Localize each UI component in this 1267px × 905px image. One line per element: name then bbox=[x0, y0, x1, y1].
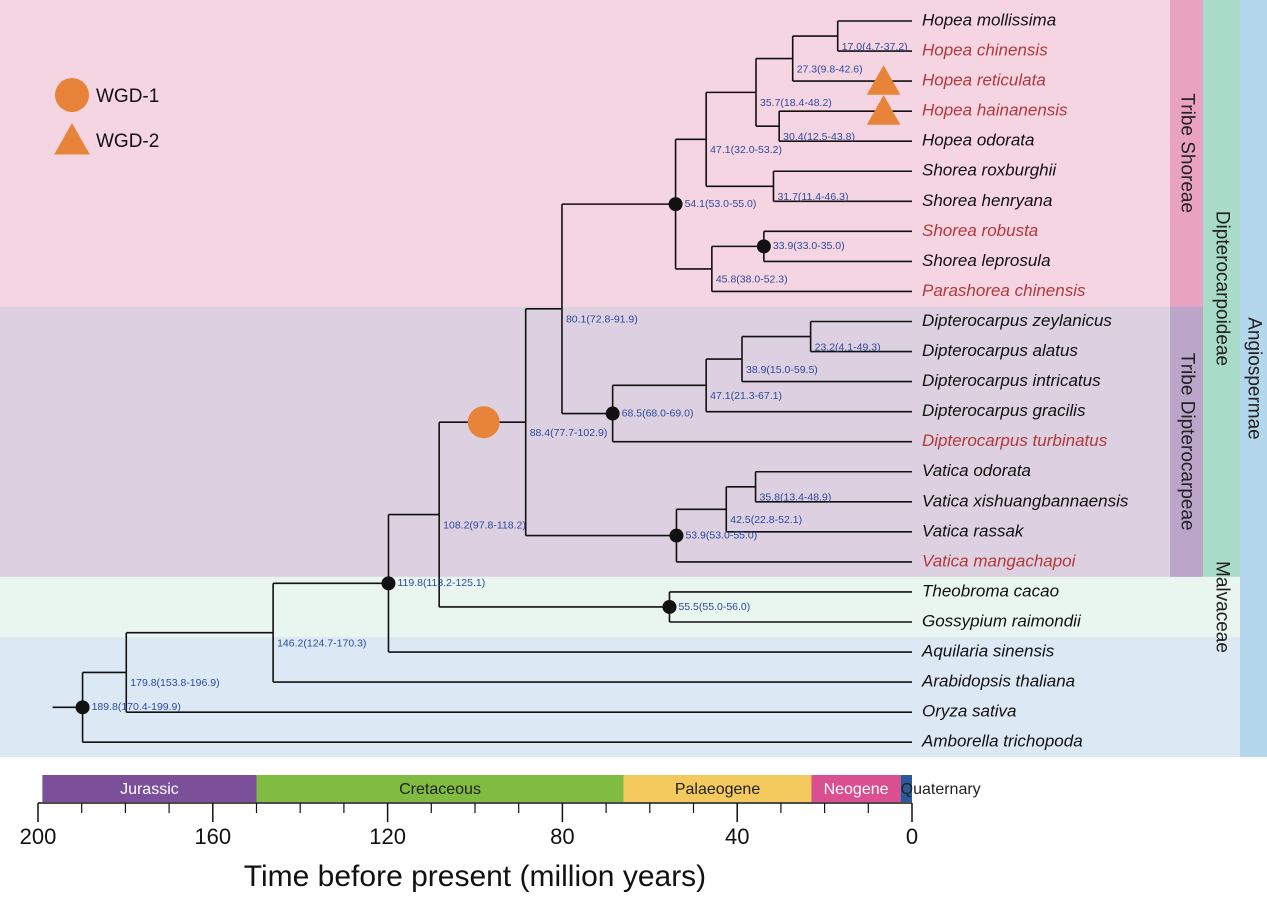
calibration-dot bbox=[75, 700, 90, 715]
node-label: 27.3(9.8-42.6) bbox=[797, 63, 863, 75]
band-tab bbox=[1240, 0, 1267, 757]
calibration-dot bbox=[668, 197, 683, 212]
node-label: 33.9(33.0-35.0) bbox=[773, 240, 845, 252]
tick-label: 0 bbox=[906, 824, 918, 849]
legend-marker bbox=[55, 78, 89, 112]
band-label: Malvaceae bbox=[1211, 561, 1232, 653]
node-label: 53.9(53.0-55.0) bbox=[685, 529, 757, 541]
taxon-label: Gossypium raimondii bbox=[922, 611, 1082, 630]
band bbox=[0, 306, 1170, 577]
node-label: 47.1(32.0-53.2) bbox=[710, 144, 782, 156]
node-label: 45.8(38.0-52.3) bbox=[716, 274, 788, 286]
band-tab bbox=[1203, 576, 1240, 637]
taxon-label: Shorea roxburghii bbox=[922, 161, 1057, 180]
band bbox=[0, 637, 1240, 757]
period bbox=[811, 775, 901, 802]
taxon-label: Parashorea chinensis bbox=[922, 281, 1086, 300]
taxon-label: Dipterocarpus alatus bbox=[922, 341, 1078, 360]
taxon-label: Hopea mollissima bbox=[922, 10, 1056, 29]
node-label: 119.8(113.2-125.1) bbox=[397, 577, 485, 589]
taxon-label: Vatica rassak bbox=[922, 521, 1025, 540]
node-label: 55.5(55.0-56.0) bbox=[678, 601, 750, 613]
taxon-label: Shorea robusta bbox=[922, 221, 1038, 240]
calibration-dot bbox=[756, 239, 771, 254]
node-label: 30.4(12.5-43.8) bbox=[783, 131, 855, 143]
taxon-label: Vatica xishuangbannaensis bbox=[922, 491, 1129, 510]
node-label: 35.8(13.4-48.9) bbox=[760, 492, 832, 504]
period-label: Neogene bbox=[824, 781, 889, 798]
node-label: 42.5(22.8-52.1) bbox=[730, 514, 802, 526]
band-label: Tribe Shoreae bbox=[1176, 93, 1197, 213]
taxon-label: Dipterocarpus intricatus bbox=[922, 371, 1101, 390]
taxon-label: Hopea odorata bbox=[922, 131, 1034, 150]
node-label: 179.8(153.8-196.9) bbox=[130, 677, 219, 689]
period-label: Jurassic bbox=[120, 781, 179, 798]
band bbox=[0, 0, 1170, 307]
legend-label: WGD-2 bbox=[96, 131, 159, 152]
taxon-label: Oryza sativa bbox=[922, 702, 1016, 721]
taxon-label: Theobroma cacao bbox=[922, 581, 1059, 600]
calibration-dot bbox=[605, 406, 620, 421]
band-tab bbox=[1170, 306, 1203, 577]
taxon-label: Vatica odorata bbox=[922, 461, 1031, 480]
taxon-label: Hopea reticulata bbox=[922, 71, 1046, 90]
taxon-label: Hopea hainanensis bbox=[922, 101, 1068, 120]
calibration-dot bbox=[669, 528, 684, 543]
wgd-marker bbox=[866, 65, 901, 95]
node-label: 35.7(18.4-48.2) bbox=[760, 97, 832, 109]
band-label: Dipterocarpoideae bbox=[1211, 211, 1232, 366]
tick-label: 40 bbox=[725, 824, 749, 849]
band-tab bbox=[1170, 0, 1203, 307]
taxon-label: Dipterocarpus turbinatus bbox=[922, 431, 1108, 450]
node-label: 47.1(21.3-67.1) bbox=[710, 390, 782, 402]
node-label: 146.2(124.7-170.3) bbox=[277, 637, 366, 649]
taxon-label: Aquilaria sinensis bbox=[921, 642, 1055, 661]
node-label: 189.8(170.4-199.9) bbox=[92, 701, 181, 713]
tick-label: 120 bbox=[369, 824, 406, 849]
taxon-label: Dipterocarpus zeylanicus bbox=[922, 311, 1112, 330]
period bbox=[42, 775, 257, 802]
node-label: 88.4(77.7-102.9) bbox=[530, 427, 608, 439]
taxon-label: Shorea leprosula bbox=[922, 251, 1051, 270]
node-label: 108.2(97.8-118.2) bbox=[443, 519, 526, 531]
legend-marker bbox=[54, 123, 90, 155]
taxon-label: Amborella trichopoda bbox=[921, 732, 1083, 751]
period bbox=[900, 775, 912, 802]
period bbox=[256, 775, 624, 802]
node-label: 38.9(15.0-59.5) bbox=[746, 364, 818, 376]
node-label: 80.1(72.8-91.9) bbox=[566, 314, 638, 326]
band-label: Angiospermae bbox=[1243, 317, 1264, 440]
tick-label: 200 bbox=[20, 824, 57, 849]
taxon-label: Shorea henryana bbox=[922, 191, 1052, 210]
period-label: Palaeogene bbox=[675, 781, 761, 798]
node-label: 68.5(68.0-69.0) bbox=[622, 407, 694, 419]
band-label: Tribe Dipterocarpeae bbox=[1176, 353, 1197, 531]
calibration-dot bbox=[662, 599, 677, 614]
legend-label: WGD-1 bbox=[96, 86, 159, 107]
taxon-label: Arabidopsis thaliana bbox=[921, 672, 1075, 691]
tick-label: 80 bbox=[550, 824, 574, 849]
taxon-label: Dipterocarpus gracilis bbox=[922, 401, 1086, 420]
wgd-marker bbox=[467, 406, 500, 439]
period-label: Quaternary bbox=[901, 781, 981, 798]
period-label: Cretaceous bbox=[399, 781, 481, 798]
axis-title: Time before present (million years) bbox=[244, 860, 706, 893]
calibration-dot bbox=[381, 576, 396, 591]
wgd-marker bbox=[866, 95, 901, 125]
node-label: 17.0(4.7-37.2) bbox=[842, 41, 908, 53]
node-label: 23.2(4.1-49.3) bbox=[815, 341, 881, 353]
band-tab bbox=[1203, 0, 1240, 577]
taxon-label: Hopea chinensis bbox=[922, 41, 1048, 60]
taxon-label: Vatica mangachapoi bbox=[922, 551, 1077, 570]
node-label: 54.1(53.0-55.0) bbox=[685, 198, 757, 210]
period bbox=[623, 775, 812, 802]
tick-label: 160 bbox=[194, 824, 231, 849]
node-label: 31.7(11.4-46.3) bbox=[777, 191, 848, 203]
